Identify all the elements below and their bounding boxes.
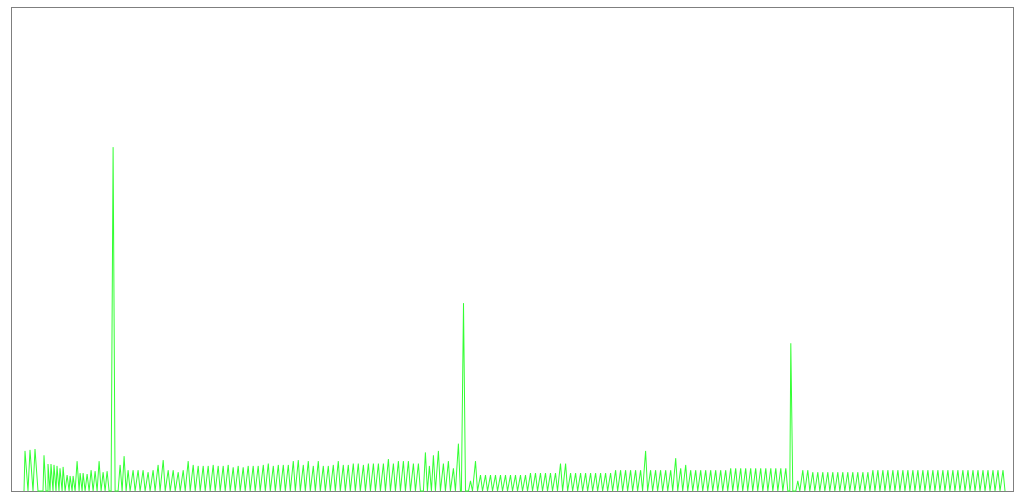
plot-frame xyxy=(11,7,1014,492)
series-line-1 xyxy=(23,147,1006,492)
series-layer xyxy=(23,147,1006,492)
